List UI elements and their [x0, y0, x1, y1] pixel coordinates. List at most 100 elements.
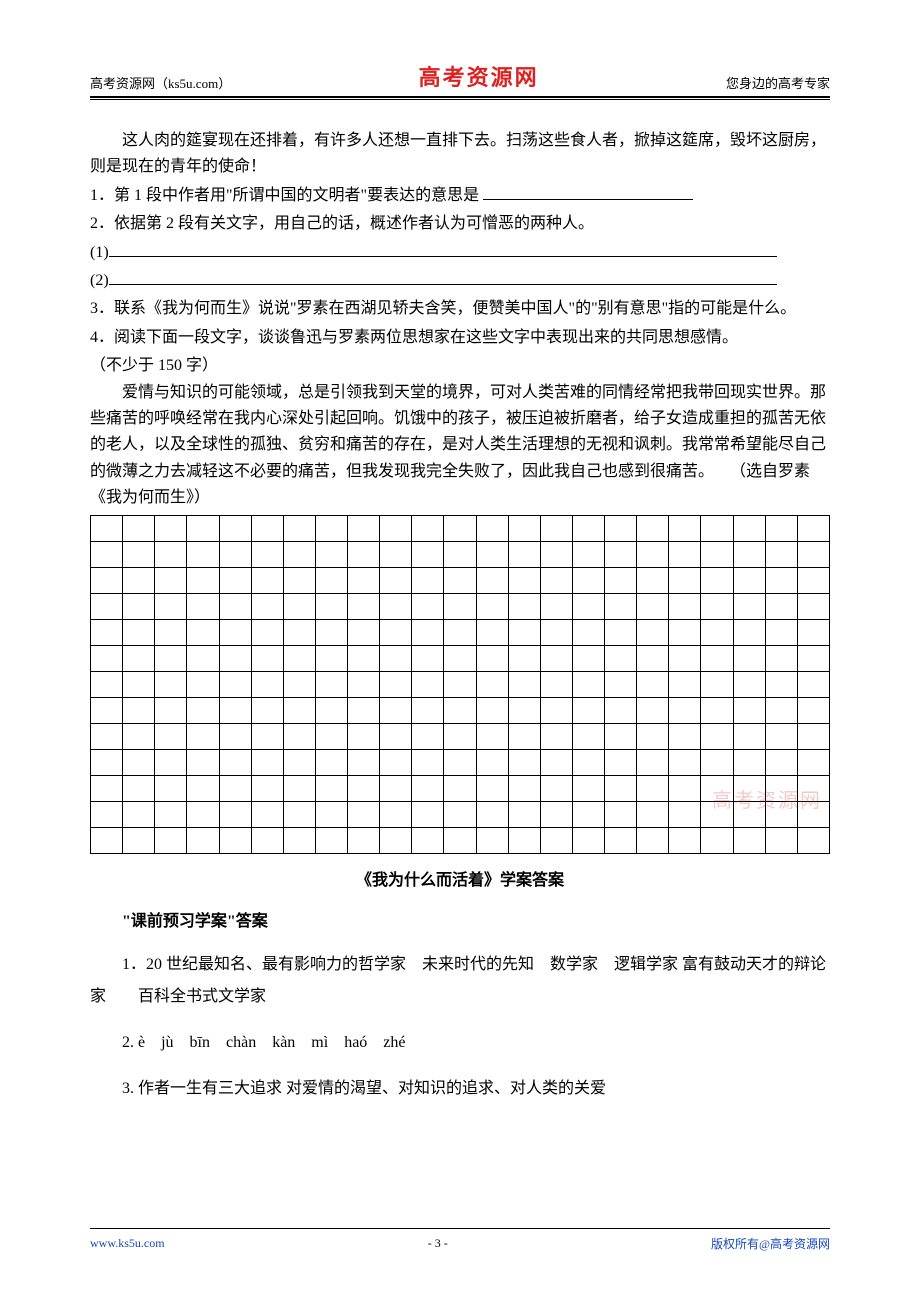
grid-cell: [765, 724, 797, 750]
grid-cell: [380, 776, 412, 802]
grid-cell: [91, 594, 123, 620]
grid-cell: [187, 516, 219, 542]
grid-cell: [540, 698, 572, 724]
grid-cell: [797, 646, 829, 672]
grid-cell: [123, 672, 155, 698]
grid-cell: [315, 776, 347, 802]
grid-cell: [572, 568, 604, 594]
grid-cell: [155, 776, 187, 802]
grid-cell: [91, 724, 123, 750]
grid-cell: [251, 828, 283, 854]
grid-cell: [219, 776, 251, 802]
grid-cell: [669, 802, 701, 828]
grid-cell: [155, 542, 187, 568]
grid-cell: [380, 724, 412, 750]
grid-cell: [797, 724, 829, 750]
grid-cell: [251, 620, 283, 646]
grid-cell: [155, 672, 187, 698]
grid-cell: [701, 724, 733, 750]
grid-cell: [765, 776, 797, 802]
grid-cell: [797, 542, 829, 568]
grid-cell: [348, 620, 380, 646]
grid-cell: [219, 542, 251, 568]
grid-cell: [701, 594, 733, 620]
grid-cell: [765, 620, 797, 646]
grid-cell: [572, 542, 604, 568]
grid-cell: [605, 776, 637, 802]
grid-cell: [155, 698, 187, 724]
grid-cell: [219, 568, 251, 594]
grid-cell: [251, 698, 283, 724]
grid-cell: [380, 516, 412, 542]
grid-cell: [187, 724, 219, 750]
grid-cell: [251, 724, 283, 750]
grid-cell: [348, 750, 380, 776]
grid-cell: [219, 620, 251, 646]
footer-right-link[interactable]: 版权所有@高考资源网: [711, 1235, 830, 1252]
grid-cell: [155, 828, 187, 854]
grid-cell: [733, 516, 765, 542]
grid-cell: [348, 594, 380, 620]
grid-cell: [91, 672, 123, 698]
grid-cell: [380, 672, 412, 698]
footer-left-link[interactable]: www.ks5u.com: [90, 1236, 165, 1251]
grid-cell: [187, 802, 219, 828]
grid-cell: [669, 724, 701, 750]
grid-cell: [476, 776, 508, 802]
grid-cell: [797, 594, 829, 620]
grid-cell: [444, 776, 476, 802]
grid-cell: [765, 542, 797, 568]
grid-cell: [669, 568, 701, 594]
grid-cell: [348, 802, 380, 828]
grid-cell: [733, 594, 765, 620]
grid-cell: [348, 568, 380, 594]
grid-cell: [412, 594, 444, 620]
grid-row: [91, 750, 830, 776]
grid-cell: [701, 828, 733, 854]
grid-cell: [572, 672, 604, 698]
grid-cell: [637, 620, 669, 646]
grid-cell: [91, 620, 123, 646]
grid-cell: [91, 802, 123, 828]
grid-cell: [123, 542, 155, 568]
grid-cell: [283, 750, 315, 776]
grid-cell: [765, 594, 797, 620]
grid-cell: [187, 672, 219, 698]
grid-cell: [476, 594, 508, 620]
grid-cell: [91, 776, 123, 802]
grid-cell: [733, 750, 765, 776]
grid-cell: [797, 802, 829, 828]
grid-cell: [155, 516, 187, 542]
grid-cell: [123, 776, 155, 802]
grid-cell: [637, 802, 669, 828]
grid-cell: [315, 542, 347, 568]
grid-cell: [476, 750, 508, 776]
grid-cell: [283, 776, 315, 802]
grid-cell: [540, 620, 572, 646]
grid-cell: [348, 516, 380, 542]
grid-cell: [508, 672, 540, 698]
grid-cell: [412, 828, 444, 854]
grid-cell: [733, 568, 765, 594]
footer-rule: [90, 1228, 830, 1229]
grid-cell: [219, 750, 251, 776]
grid-cell: [637, 542, 669, 568]
question-3: 3．联系《我为何而生》说说"罗素在西湖见轿夫含笑，便赞美中国人"的"别有意思"指…: [90, 296, 830, 322]
grid-row: [91, 568, 830, 594]
grid-cell: [733, 646, 765, 672]
blank-line: [109, 269, 777, 285]
grid-cell: [637, 516, 669, 542]
grid-cell: [155, 646, 187, 672]
grid-cell: [155, 620, 187, 646]
grid-cell: [283, 542, 315, 568]
grid-cell: [187, 646, 219, 672]
grid-cell: [283, 828, 315, 854]
grid-cell: [765, 516, 797, 542]
page: 高考资源网（ks5u.com） 高考资源网 您身边的高考专家 这人肉的筵宴现在还…: [0, 0, 920, 1302]
grid-cell: [797, 776, 829, 802]
grid-cell: [637, 646, 669, 672]
grid-cell: [380, 698, 412, 724]
grid-cell: [797, 672, 829, 698]
grid-cell: [669, 776, 701, 802]
answer-2: 2. è jù bīn chàn kàn mì haó zhé: [90, 1027, 830, 1059]
